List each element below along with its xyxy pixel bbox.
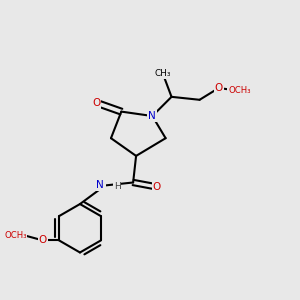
Text: N: N [96,180,104,190]
Text: O: O [153,182,161,192]
Text: OCH₃: OCH₃ [228,86,251,95]
Text: O: O [39,236,47,245]
Text: O: O [215,83,223,93]
Text: OCH₃: OCH₃ [4,231,26,240]
Text: N: N [97,180,105,190]
Text: O: O [92,98,100,108]
Text: H: H [114,182,121,190]
Text: CH₃: CH₃ [154,69,171,78]
Text: N: N [148,111,156,121]
